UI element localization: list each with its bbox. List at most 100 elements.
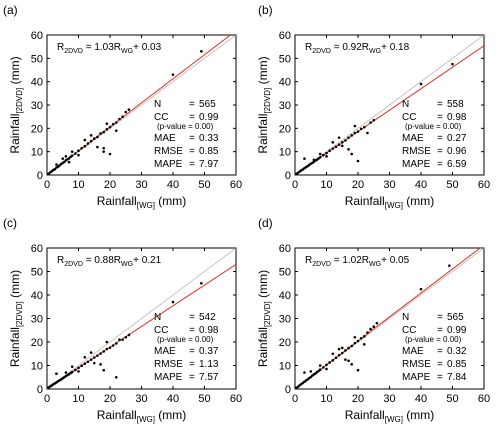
data-point — [171, 73, 175, 76]
data-point — [451, 62, 454, 66]
stat-label: RMSE — [154, 359, 183, 370]
data-point — [67, 160, 71, 164]
data-point — [337, 143, 341, 146]
data-point — [80, 146, 83, 150]
data-point — [347, 136, 350, 139]
panel-label: (d) — [258, 216, 273, 230]
data-point — [115, 121, 118, 124]
x-tick-label: 50 — [446, 179, 458, 191]
stat-equals: = — [189, 99, 195, 110]
data-point — [92, 361, 96, 365]
x-tick-label: 60 — [478, 179, 490, 191]
data-point — [64, 155, 68, 158]
stat-equals: = — [189, 325, 195, 336]
data-point — [92, 356, 96, 359]
stat-value: 1.13 — [199, 359, 219, 370]
data-point — [363, 343, 366, 346]
data-point — [77, 366, 80, 370]
data-point — [318, 152, 322, 156]
stat-value: 0.98 — [447, 112, 467, 123]
data-point — [83, 138, 87, 142]
stat-value: 0.33 — [199, 133, 219, 144]
x-tick-label: 20 — [352, 179, 364, 191]
y-tick-label: 0 — [285, 170, 291, 182]
x-tick-label: 0 — [292, 393, 298, 405]
data-point — [334, 356, 338, 360]
stat-label: MAPE — [402, 372, 431, 383]
data-point — [372, 118, 376, 122]
data-point — [337, 353, 341, 357]
y-tick-label: 50 — [279, 53, 291, 65]
data-point — [347, 359, 350, 363]
stat-equals: = — [437, 312, 443, 323]
chart-panel-2: (b) 0 10 20 30 40 50 60 0 10 20 30 40 50 60 R2DVD = 0.9… — [256, 3, 490, 210]
stat-label: MAE — [402, 346, 424, 357]
stat-label: MAPE — [402, 159, 431, 170]
data-point — [89, 134, 93, 137]
y-tick-label: 40 — [279, 290, 291, 302]
data-point — [115, 375, 118, 379]
reference-line — [295, 35, 484, 175]
stat-value: 0.98 — [199, 325, 219, 336]
data-point — [344, 139, 347, 142]
stat-equals: = — [437, 159, 443, 170]
y-tick-label: 20 — [279, 337, 291, 349]
y-tick-label: 40 — [279, 77, 291, 89]
data-point — [366, 131, 369, 135]
stat-label: CC — [402, 325, 416, 336]
stat-value: 0.99 — [199, 112, 219, 123]
y-axis-label: Rainfall[2DVD] (mm) — [256, 270, 272, 367]
data-point — [344, 349, 347, 352]
data-point — [89, 351, 93, 354]
stat-equals: = — [189, 372, 195, 383]
data-point — [328, 361, 331, 364]
stat-value: 0.85 — [199, 146, 219, 157]
y-tick-label: 60 — [31, 30, 43, 42]
data-point — [70, 154, 74, 157]
data-point — [318, 368, 322, 372]
data-point — [67, 157, 71, 160]
stat-label: N — [402, 312, 409, 323]
data-point — [70, 150, 74, 153]
x-tick-label: 10 — [72, 393, 84, 405]
x-tick-label: 40 — [167, 179, 179, 191]
data-point — [331, 141, 335, 144]
data-point — [366, 331, 369, 334]
stat-equals: = — [189, 359, 195, 370]
data-point — [328, 149, 331, 153]
data-point — [89, 139, 93, 143]
data-point — [312, 158, 316, 162]
stat-equals: = — [437, 346, 443, 357]
stat-pvalue: (p-value = 0.00) — [405, 122, 462, 131]
data-point — [309, 370, 313, 373]
y-tick-label: 30 — [31, 314, 43, 326]
data-point — [99, 352, 102, 355]
data-point — [89, 358, 93, 361]
stat-value: 7.97 — [199, 159, 219, 170]
stat-equals: = — [189, 133, 195, 144]
stat-value: 0.96 — [447, 146, 467, 157]
data-point — [121, 338, 124, 341]
data-point — [105, 347, 109, 351]
data-point — [372, 325, 376, 329]
y-tick-label: 30 — [279, 100, 291, 112]
x-tick-label: 50 — [198, 393, 210, 405]
data-point — [102, 350, 105, 353]
data-point — [318, 155, 322, 159]
data-point — [363, 335, 366, 338]
data-point — [53, 167, 57, 171]
x-axis-label: Rainfall[WG] (mm) — [97, 408, 187, 424]
data-point — [83, 362, 87, 365]
data-point — [96, 145, 99, 149]
x-tick-label: 0 — [292, 179, 298, 191]
y-tick-label: 40 — [31, 290, 43, 302]
data-point — [77, 370, 80, 373]
data-point — [86, 142, 90, 145]
data-point — [340, 144, 344, 148]
data-point — [350, 344, 354, 348]
data-point — [70, 370, 74, 374]
data-point — [96, 354, 99, 357]
data-point — [448, 264, 451, 267]
stat-label: RMSE — [154, 146, 183, 157]
data-point — [347, 346, 350, 350]
